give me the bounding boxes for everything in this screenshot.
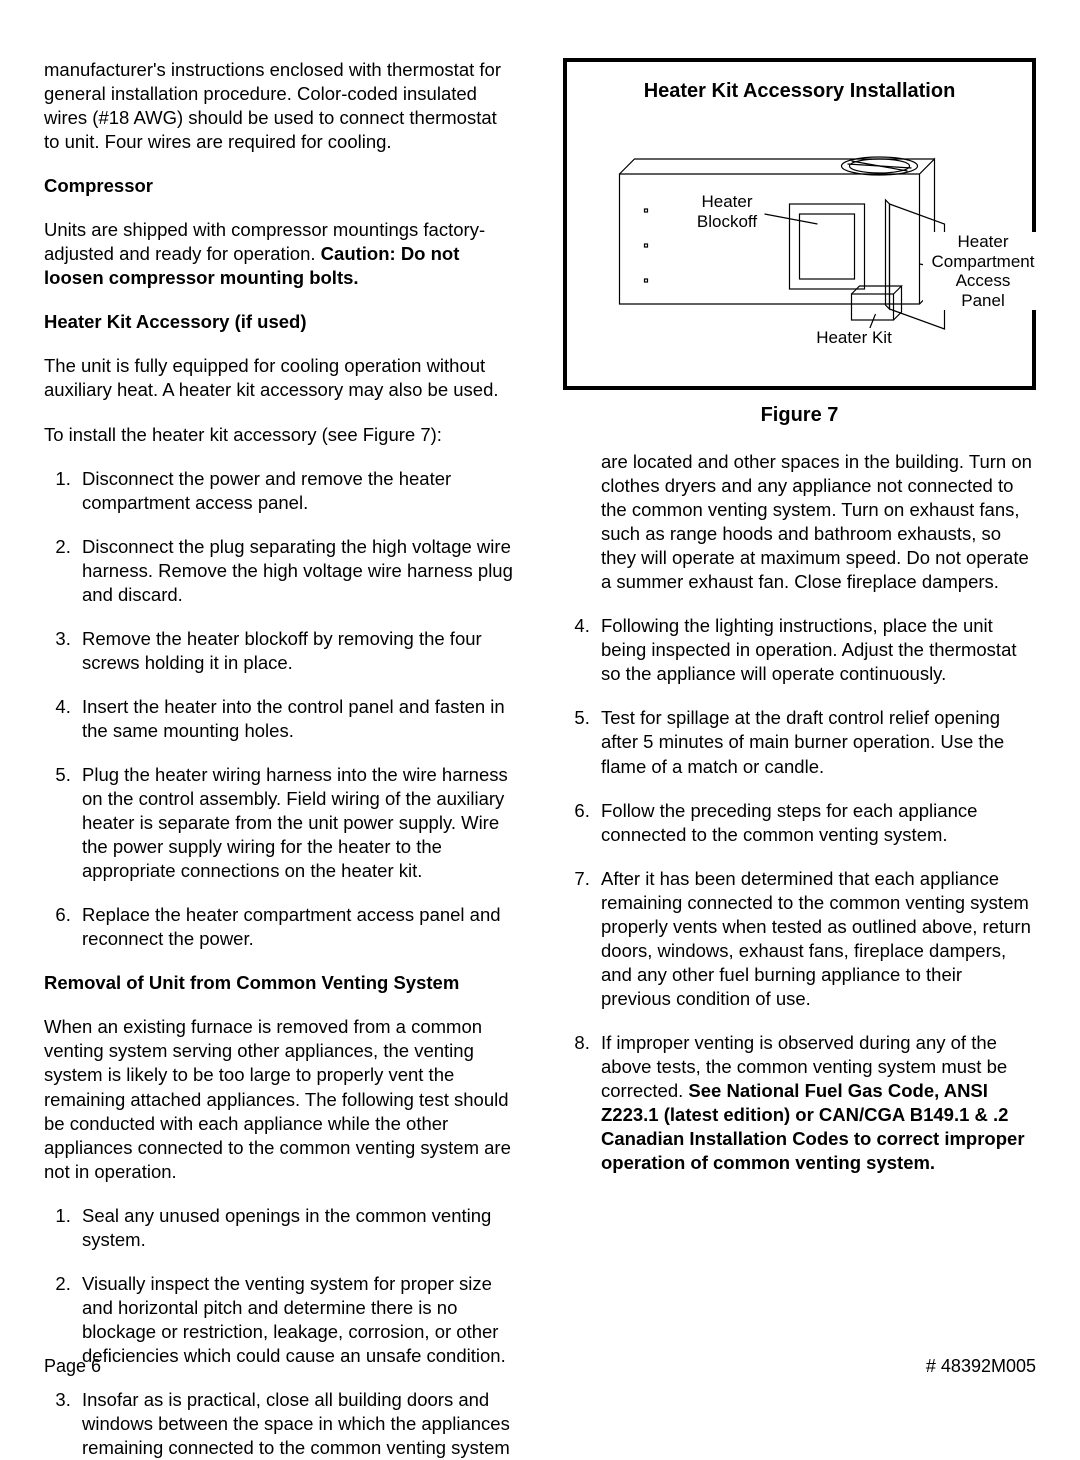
heading-heater-kit: Heater Kit Accessory (if used) bbox=[44, 310, 517, 334]
label-text: Blockoff bbox=[697, 212, 757, 231]
list-item: Seal any unused openings in the common v… bbox=[76, 1204, 517, 1252]
heater-kit-steps: Disconnect the power and remove the heat… bbox=[44, 467, 517, 952]
list3-continuation: are located and other spaces in the buil… bbox=[563, 450, 1036, 594]
list-item: Remove the heater blockoff by removing t… bbox=[76, 627, 517, 675]
list-item: Follow the preceding steps for each appl… bbox=[595, 799, 1036, 847]
list-item: Visually inspect the venting system for … bbox=[76, 1272, 517, 1368]
list-item: Replace the heater compartment access pa… bbox=[76, 903, 517, 951]
heater-kit-p1: The unit is fully equipped for cooling o… bbox=[44, 354, 517, 402]
label-text: Panel bbox=[961, 291, 1004, 310]
label-compartment: Heater Compartment Access Panel bbox=[923, 232, 1043, 310]
list-item: Plug the heater wiring harness into the … bbox=[76, 763, 517, 883]
page-footer: Page 6 # 48392M005 bbox=[44, 1356, 1036, 1377]
label-text: Heater bbox=[701, 192, 752, 211]
figure-title: Heater Kit Accessory Installation bbox=[583, 78, 1016, 104]
list-item: Disconnect the power and remove the heat… bbox=[76, 467, 517, 515]
footer-page: Page 6 bbox=[44, 1356, 101, 1377]
list-item: Disconnect the plug separating the high … bbox=[76, 535, 517, 607]
figure-box: Heater Kit Accessory Installation bbox=[563, 58, 1036, 390]
removal-steps: Seal any unused openings in the common v… bbox=[44, 1204, 517, 1460]
figure-caption: Figure 7 bbox=[563, 402, 1036, 428]
heading-removal: Removal of Unit from Common Venting Syst… bbox=[44, 971, 517, 995]
heading-compressor: Compressor bbox=[44, 174, 517, 198]
intro-paragraph: manufacturer's instructions enclosed wit… bbox=[44, 58, 517, 154]
right-column: Heater Kit Accessory Installation bbox=[563, 58, 1036, 1328]
compressor-paragraph: Units are shipped with compressor mounti… bbox=[44, 218, 517, 290]
label-text: Heater bbox=[957, 232, 1008, 251]
removal-paragraph: When an existing furnace is removed from… bbox=[44, 1015, 517, 1183]
diagram-area: Heater Blockoff Heater Compartment Acces… bbox=[583, 114, 1016, 354]
list-item: Insofar as is practical, close all build… bbox=[76, 1388, 517, 1460]
heater-kit-p2: To install the heater kit accessory (see… bbox=[44, 423, 517, 447]
footer-docnum: # 48392M005 bbox=[926, 1356, 1036, 1377]
label-heater-kit: Heater Kit bbox=[799, 328, 909, 348]
list-item: Insert the heater into the control panel… bbox=[76, 695, 517, 743]
label-blockoff: Heater Blockoff bbox=[691, 192, 763, 231]
list-item: Test for spillage at the draft control r… bbox=[595, 706, 1036, 778]
list-item: After it has been determined that each a… bbox=[595, 867, 1036, 1011]
label-text: Compartment bbox=[932, 252, 1035, 271]
label-text: Access bbox=[956, 271, 1011, 290]
list-item: Following the lighting instructions, pla… bbox=[595, 614, 1036, 686]
list-item: If improper venting is observed during a… bbox=[595, 1031, 1036, 1175]
venting-steps-cont: Following the lighting instructions, pla… bbox=[563, 614, 1036, 1175]
left-column: manufacturer's instructions enclosed wit… bbox=[44, 58, 517, 1328]
